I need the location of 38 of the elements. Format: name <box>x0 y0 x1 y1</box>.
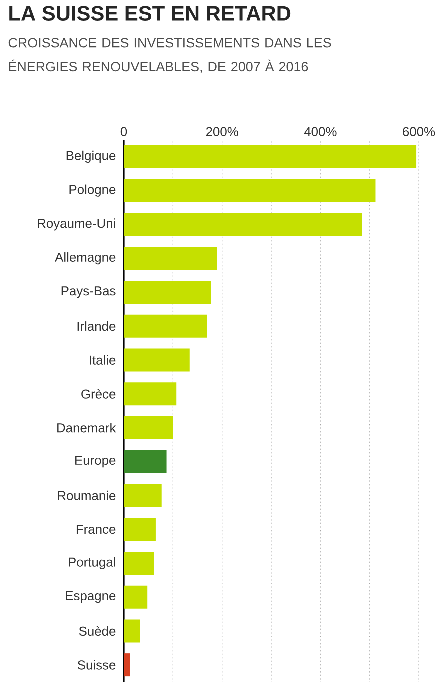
bar <box>124 552 154 575</box>
bar <box>124 314 208 338</box>
y-tick-label: Espagne <box>66 592 116 604</box>
x-tick-label: 200% <box>206 127 238 136</box>
y-tick-label: Allemagne <box>55 252 116 265</box>
y-tick-label: Danemark <box>58 423 116 433</box>
bar <box>124 450 167 474</box>
bar <box>124 348 190 372</box>
bar <box>124 247 218 270</box>
bar <box>124 654 130 677</box>
y-tick-label: Irlande <box>78 322 116 332</box>
bar <box>124 518 156 542</box>
x-tick-label: 0 <box>120 127 128 136</box>
y-tick-label: Italie <box>90 355 116 365</box>
bar <box>124 280 212 304</box>
y-tick-label: Europe <box>76 456 116 468</box>
y-tick-label: Portugal <box>69 557 116 570</box>
y-tick-label: Grèce <box>82 389 116 399</box>
y-tick-label: Belgique <box>66 150 116 163</box>
bar <box>124 213 362 236</box>
x-tick-label: 600% <box>403 127 436 136</box>
y-tick-label: Pays-Bas <box>62 286 116 298</box>
bar <box>124 586 148 609</box>
y-tick-label: France <box>76 525 116 534</box>
y-tick-label: Pologne <box>70 184 116 197</box>
bar <box>124 145 417 168</box>
y-tick-label: Suède <box>79 626 116 636</box>
chart-title: LA SUISSE EST EN RETARD <box>10 6 291 21</box>
y-tick-label: Roumanie <box>58 490 116 500</box>
bar <box>124 179 376 202</box>
bar <box>124 382 177 406</box>
y-tick-label: Royaume-Uni <box>38 218 116 231</box>
bar <box>124 620 140 643</box>
chart-subtitle: CROISSANCE DES INVESTISSEMENTS DANS LES ÉNERGIES RENOUVELABLES, DE 2007 À 2016 <box>8 38 332 74</box>
bar <box>124 416 174 440</box>
bar <box>124 484 162 508</box>
x-tick-label: 400% <box>304 127 337 136</box>
y-tick-label: Suisse <box>78 660 116 670</box>
